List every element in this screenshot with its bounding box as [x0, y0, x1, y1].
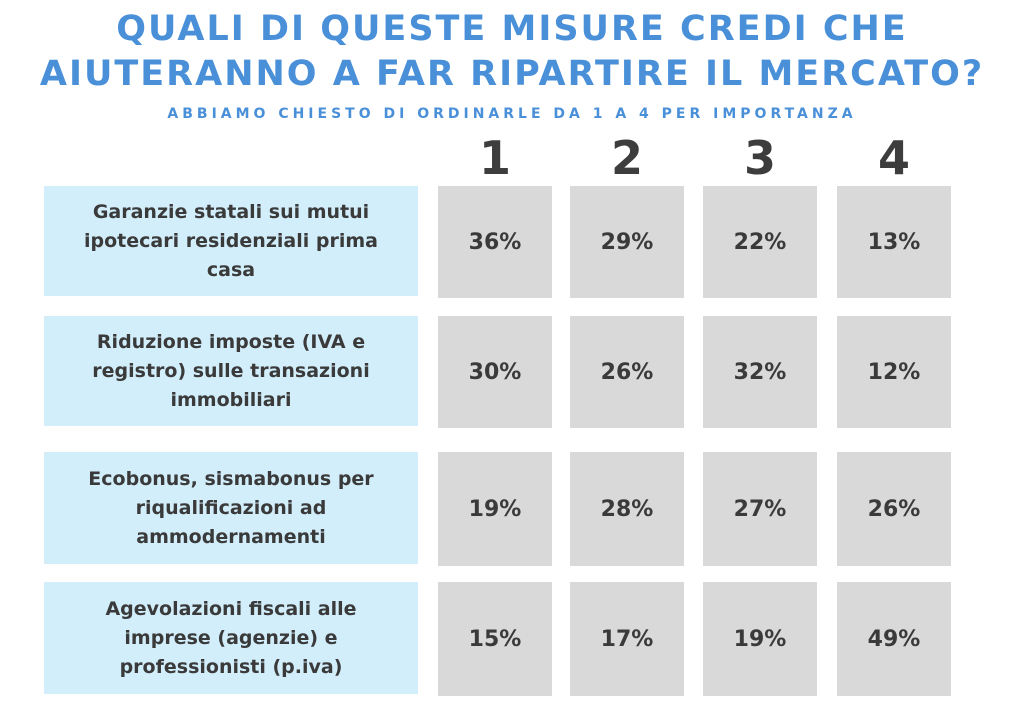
cell-value: 29%	[600, 229, 654, 255]
cell-value: 36%	[468, 229, 522, 255]
row-label: Ecobonus, sismabonus per riqualificazion…	[88, 467, 374, 548]
table-cell: 15%	[438, 582, 552, 696]
column-header-1: 1	[478, 131, 511, 185]
cell-value: 30%	[468, 359, 522, 385]
cell-value: 19%	[733, 626, 787, 652]
row-label-box: Garanzie statali sui mutui ipotecari res…	[44, 186, 418, 296]
cell-value: 27%	[733, 496, 787, 522]
cell-value: 17%	[600, 626, 654, 652]
table-cell: 13%	[837, 186, 951, 298]
table-cell: 49%	[837, 582, 951, 696]
table-cell: 27%	[703, 452, 817, 566]
cell-value: 26%	[600, 359, 654, 385]
table-cell: 36%	[438, 186, 552, 298]
row-label: Agevolazioni fiscali alle imprese (agenz…	[105, 597, 357, 678]
cell-value: 32%	[733, 359, 787, 385]
table-cell: 30%	[438, 316, 552, 428]
table-cell: 28%	[570, 452, 684, 566]
column-header-3: 3	[743, 131, 776, 185]
table-cell: 26%	[837, 452, 951, 566]
cell-value: 13%	[867, 229, 921, 255]
table-cell: 32%	[703, 316, 817, 428]
chart-subtitle: ABBIAMO CHIESTO DI ORDINARLE DA 1 A 4 PE…	[167, 106, 857, 122]
row-label: Riduzione imposte (IVA e registro) sulle…	[92, 330, 370, 411]
cell-value: 12%	[867, 359, 921, 385]
table-cell: 19%	[438, 452, 552, 566]
table-cell: 17%	[570, 582, 684, 696]
cell-value: 26%	[867, 496, 921, 522]
cell-value: 15%	[468, 626, 522, 652]
cell-value: 19%	[468, 496, 522, 522]
table-cell: 22%	[703, 186, 817, 298]
row-label-box: Agevolazioni fiscali alle imprese (agenz…	[44, 582, 418, 694]
table-cell: 19%	[703, 582, 817, 696]
column-header-2: 2	[610, 131, 643, 185]
cell-value: 28%	[600, 496, 654, 522]
table-cell: 12%	[837, 316, 951, 428]
column-header-4: 4	[877, 131, 910, 185]
table-cell: 26%	[570, 316, 684, 428]
cell-value: 22%	[733, 229, 787, 255]
table-cell: 29%	[570, 186, 684, 298]
cell-value: 49%	[867, 626, 921, 652]
row-label: Garanzie statali sui mutui ipotecari res…	[84, 200, 378, 281]
row-label-box: Riduzione imposte (IVA e registro) sulle…	[44, 316, 418, 426]
row-label-box: Ecobonus, sismabonus per riqualificazion…	[44, 452, 418, 564]
chart-title-line-1: QUALI DI QUESTE MISURE CREDI CHE	[116, 9, 908, 49]
chart-title-line-2: AIUTERANNO A FAR RIPARTIRE IL MERCATO?	[39, 54, 985, 94]
